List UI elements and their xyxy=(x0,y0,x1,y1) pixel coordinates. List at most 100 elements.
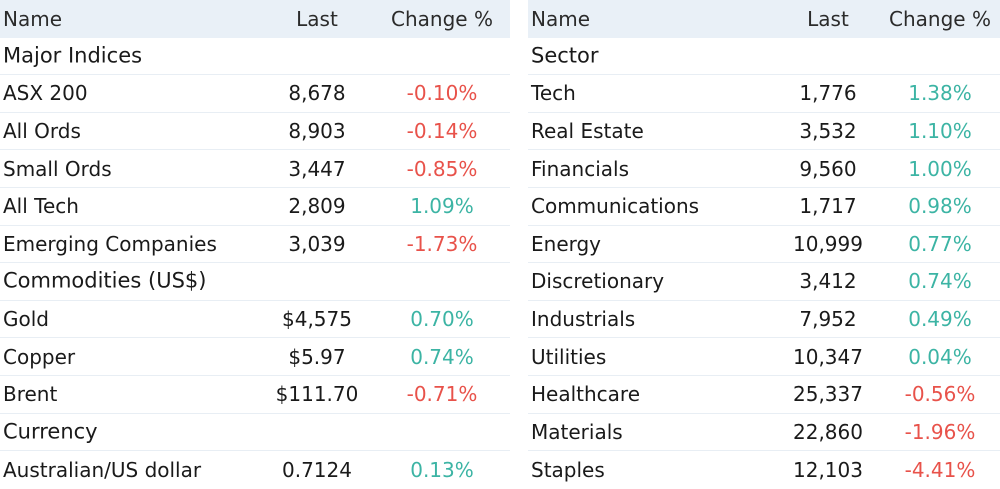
row-name: Small Ords xyxy=(3,156,112,181)
section-title: Currency xyxy=(3,419,98,444)
row-last-value: 8,903 xyxy=(288,119,346,144)
section-header-row: Sector xyxy=(528,38,1000,76)
market-table-left: Name Last Change % Major Indices ASX 200 8… xyxy=(0,0,510,489)
table-row: Financials 9,560 1.00% xyxy=(528,150,1000,188)
row-last-value: 3,039 xyxy=(288,231,346,256)
row-last-value: 12,103 xyxy=(793,457,863,482)
row-name: Financials xyxy=(531,156,629,181)
table-body: Sector Tech 1,776 1.38% Real Estate 3,532 1.10… xyxy=(528,38,1000,489)
table-row: Utilities 10,347 0.04% xyxy=(528,338,1000,376)
row-name: Copper xyxy=(3,344,76,369)
market-table-right: Name Last Change % Sector Tech 1,776 1.38% R… xyxy=(528,0,1000,489)
column-header-change: Change % xyxy=(391,6,493,31)
column-header-name: Name xyxy=(3,6,63,31)
table-row: Emerging Companies 3,039 -1.73% xyxy=(0,226,510,264)
row-change-percent: 0.70% xyxy=(410,307,474,332)
row-change-percent: -0.14% xyxy=(406,119,478,144)
row-last-value: 25,337 xyxy=(793,382,863,407)
row-change-percent: 1.10% xyxy=(908,119,972,144)
row-change-percent: -0.56% xyxy=(904,382,976,407)
row-change-percent: -1.96% xyxy=(904,419,976,444)
table-row: All Ords 8,903 -0.14% xyxy=(0,113,510,151)
row-name: ASX 200 xyxy=(3,81,88,106)
table-row: Real Estate 3,532 1.10% xyxy=(528,113,1000,151)
row-change-percent: 0.49% xyxy=(908,307,972,332)
table-body: Major Indices ASX 200 8,678 -0.10% All Ords 8… xyxy=(0,38,510,489)
section-header-row: Currency xyxy=(0,414,510,452)
row-name: Real Estate xyxy=(531,119,644,144)
section-header-row: Commodities (US$) xyxy=(0,263,510,301)
row-name: Healthcare xyxy=(531,382,641,407)
row-last-value: 10,347 xyxy=(793,344,863,369)
table-row: Australian/US dollar 0.7124 0.13% xyxy=(0,451,510,489)
row-name: Gold xyxy=(3,307,49,332)
row-name: Emerging Companies xyxy=(3,231,217,256)
table-row: Materials 22,860 -1.96% xyxy=(528,414,1000,452)
row-change-percent: 0.04% xyxy=(908,344,972,369)
row-last-value: 22,860 xyxy=(793,419,863,444)
row-last-value: 3,412 xyxy=(799,269,857,294)
section-title: Sector xyxy=(531,43,599,68)
row-name: Communications xyxy=(531,194,700,219)
row-change-percent: 0.74% xyxy=(908,269,972,294)
row-name: Australian/US dollar xyxy=(3,457,202,482)
row-change-percent: -0.71% xyxy=(406,382,478,407)
table-row: Healthcare 25,337 -0.56% xyxy=(528,376,1000,414)
row-name: Discretionary xyxy=(531,269,665,294)
row-last-value: 3,532 xyxy=(799,119,857,144)
column-header-last: Last xyxy=(296,6,338,31)
row-last-value: $4,575 xyxy=(282,307,352,332)
row-last-value: 0.7124 xyxy=(282,457,352,482)
table-header: Name Last Change % xyxy=(0,0,510,38)
table-row: All Tech 2,809 1.09% xyxy=(0,188,510,226)
row-name: Staples xyxy=(531,457,605,482)
row-last-value: 1,776 xyxy=(799,81,857,106)
table-row: Copper $5.97 0.74% xyxy=(0,338,510,376)
row-change-percent: 0.74% xyxy=(410,344,474,369)
table-row: Gold $4,575 0.70% xyxy=(0,301,510,339)
table-row: Tech 1,776 1.38% xyxy=(528,75,1000,113)
row-change-percent: -1.73% xyxy=(406,231,478,256)
row-change-percent: -4.41% xyxy=(904,457,976,482)
row-last-value: 9,560 xyxy=(799,156,857,181)
row-last-value: $111.70 xyxy=(275,382,359,407)
table-row: Communications 1,717 0.98% xyxy=(528,188,1000,226)
column-header-change: Change % xyxy=(889,6,991,31)
row-name: Brent xyxy=(3,382,58,407)
row-name: Industrials xyxy=(531,307,636,332)
row-name: All Tech xyxy=(3,194,79,219)
column-header-name: Name xyxy=(531,6,591,31)
table-row: Brent $111.70 -0.71% xyxy=(0,376,510,414)
row-name: All Ords xyxy=(3,119,81,144)
row-last-value: 3,447 xyxy=(288,156,346,181)
row-name: Utilities xyxy=(531,344,607,369)
row-last-value: 2,809 xyxy=(288,194,346,219)
row-last-value: 7,952 xyxy=(799,307,857,332)
row-change-percent: 0.77% xyxy=(908,231,972,256)
row-change-percent: 0.13% xyxy=(410,457,474,482)
row-name: Materials xyxy=(531,419,623,444)
row-last-value: $5.97 xyxy=(288,344,346,369)
row-last-value: 1,717 xyxy=(799,194,857,219)
row-name: Tech xyxy=(531,81,576,106)
row-change-percent: 0.98% xyxy=(908,194,972,219)
section-title: Major Indices xyxy=(3,43,143,68)
section-title: Commodities (US$) xyxy=(3,268,207,293)
row-last-value: 10,999 xyxy=(793,231,863,256)
row-change-percent: -0.85% xyxy=(406,156,478,181)
row-change-percent: 1.00% xyxy=(908,156,972,181)
table-row: ASX 200 8,678 -0.10% xyxy=(0,75,510,113)
table-row: Discretionary 3,412 0.74% xyxy=(528,263,1000,301)
table-row: Industrials 7,952 0.49% xyxy=(528,301,1000,339)
column-header-last: Last xyxy=(807,6,849,31)
row-change-percent: -0.10% xyxy=(406,81,478,106)
table-row: Energy 10,999 0.77% xyxy=(528,226,1000,264)
row-change-percent: 1.09% xyxy=(410,194,474,219)
row-change-percent: 1.38% xyxy=(908,81,972,106)
table-row: Small Ords 3,447 -0.85% xyxy=(0,150,510,188)
row-name: Energy xyxy=(531,231,602,256)
table-header: Name Last Change % xyxy=(528,0,1000,38)
row-last-value: 8,678 xyxy=(288,81,346,106)
section-header-row: Major Indices xyxy=(0,38,510,76)
table-row: Staples 12,103 -4.41% xyxy=(528,451,1000,489)
